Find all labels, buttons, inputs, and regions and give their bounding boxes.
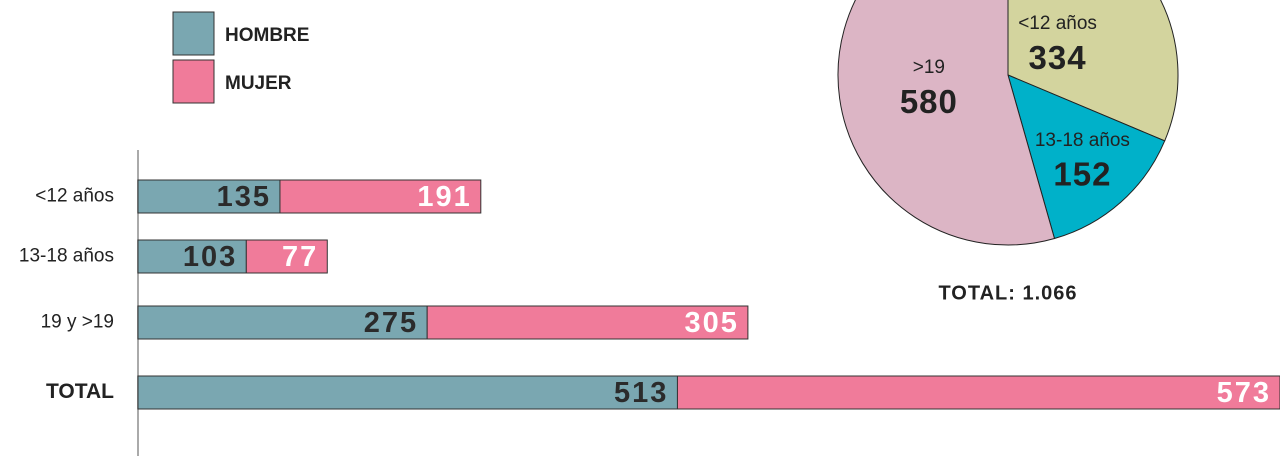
bar-segment: [137, 239, 247, 274]
value-label: 573: [1217, 377, 1271, 409]
slice-label: 13-18 años: [1035, 130, 1130, 151]
category-label: TOTAL: [46, 380, 114, 403]
slice-value: 334: [1029, 39, 1087, 76]
bar-segment: [279, 179, 482, 214]
pie-slice: [1007, 0, 1179, 142]
category-label: 19 y >19: [41, 312, 114, 333]
slice-label: <12 años: [1018, 13, 1097, 34]
pie-slice: [1007, 74, 1166, 240]
category-label: <12 años: [35, 186, 114, 207]
value-label: 191: [417, 181, 471, 213]
value-label: 305: [685, 307, 739, 339]
legend-label: MUJER: [225, 73, 292, 94]
bar-segment: [676, 375, 1280, 410]
bar-segment: [245, 239, 328, 274]
legend-swatch: [172, 11, 215, 56]
slice-value: 580: [900, 83, 958, 120]
legend-label: HOMBRE: [225, 25, 309, 46]
slice-value: 152: [1053, 156, 1111, 193]
value-label: 513: [614, 377, 668, 409]
value-label: 135: [217, 181, 271, 213]
bar-segment: [137, 375, 678, 410]
pie-slice: [837, 0, 1056, 246]
value-label: 275: [364, 307, 418, 339]
value-label: 77: [282, 241, 318, 273]
bar-segment: [426, 305, 749, 340]
pie-total: TOTAL: 1.066: [938, 282, 1077, 304]
category-label: 13-18 años: [19, 246, 114, 267]
value-label: 103: [183, 241, 237, 273]
legend-swatch: [172, 59, 215, 104]
slice-label: >19: [913, 57, 945, 78]
